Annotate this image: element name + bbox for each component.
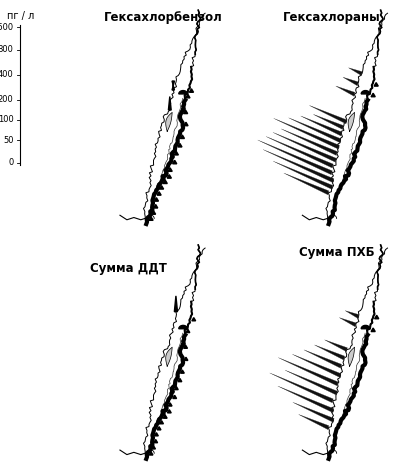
Polygon shape	[273, 161, 333, 189]
Polygon shape	[348, 347, 354, 366]
Polygon shape	[154, 439, 158, 443]
Polygon shape	[160, 421, 163, 424]
Polygon shape	[186, 94, 190, 98]
Polygon shape	[315, 345, 345, 360]
Polygon shape	[293, 402, 334, 422]
Polygon shape	[184, 357, 188, 360]
Polygon shape	[163, 415, 167, 418]
Polygon shape	[168, 403, 172, 406]
Polygon shape	[179, 325, 187, 329]
Polygon shape	[336, 86, 355, 96]
Polygon shape	[174, 296, 178, 312]
Polygon shape	[263, 149, 334, 183]
Polygon shape	[278, 358, 338, 386]
Polygon shape	[168, 96, 171, 110]
Polygon shape	[192, 318, 196, 321]
Polygon shape	[374, 83, 378, 86]
Polygon shape	[361, 91, 370, 94]
Polygon shape	[325, 340, 347, 352]
Text: 100: 100	[0, 115, 13, 125]
Polygon shape	[154, 198, 158, 201]
Polygon shape	[168, 410, 171, 413]
Polygon shape	[270, 373, 333, 403]
Text: 400: 400	[0, 70, 13, 79]
Polygon shape	[281, 129, 337, 156]
Polygon shape	[184, 345, 187, 348]
Text: 50: 50	[3, 136, 13, 145]
Polygon shape	[278, 386, 334, 413]
Polygon shape	[155, 433, 158, 436]
Polygon shape	[375, 315, 379, 319]
Polygon shape	[339, 318, 356, 327]
Text: 1600: 1600	[0, 23, 13, 32]
Polygon shape	[172, 81, 174, 90]
Polygon shape	[168, 168, 172, 172]
Polygon shape	[184, 110, 188, 114]
Polygon shape	[313, 114, 344, 129]
Text: 0: 0	[8, 158, 13, 167]
Polygon shape	[180, 135, 184, 139]
Polygon shape	[160, 186, 164, 189]
Polygon shape	[258, 140, 332, 175]
Polygon shape	[371, 328, 375, 331]
Polygon shape	[292, 354, 341, 377]
Polygon shape	[274, 118, 339, 149]
Polygon shape	[154, 204, 158, 208]
Polygon shape	[299, 415, 329, 430]
Polygon shape	[289, 118, 341, 143]
Polygon shape	[178, 143, 182, 147]
Polygon shape	[166, 112, 172, 132]
Polygon shape	[163, 180, 167, 183]
Polygon shape	[149, 217, 153, 220]
Text: Сумма ДДТ: Сумма ДДТ	[90, 262, 167, 275]
Polygon shape	[284, 173, 329, 195]
Polygon shape	[326, 10, 388, 224]
Polygon shape	[174, 386, 178, 390]
Text: 800: 800	[0, 46, 13, 55]
Text: Гексахлораны: Гексахлораны	[282, 11, 380, 24]
Polygon shape	[304, 350, 341, 368]
Polygon shape	[143, 10, 205, 224]
Text: пг / л: пг / л	[7, 11, 34, 22]
Polygon shape	[273, 133, 336, 162]
Polygon shape	[173, 160, 177, 164]
Polygon shape	[157, 192, 161, 195]
Polygon shape	[348, 112, 354, 132]
Polygon shape	[186, 329, 190, 333]
Polygon shape	[152, 446, 155, 449]
Polygon shape	[178, 378, 182, 382]
Polygon shape	[167, 175, 171, 178]
Polygon shape	[143, 245, 205, 459]
Polygon shape	[361, 325, 370, 329]
Polygon shape	[301, 116, 342, 136]
Polygon shape	[349, 68, 362, 76]
Polygon shape	[266, 137, 333, 168]
Polygon shape	[326, 245, 388, 459]
Polygon shape	[345, 311, 359, 319]
Polygon shape	[174, 151, 178, 155]
Polygon shape	[184, 122, 188, 126]
Text: Гексахлорбензол: Гексахлорбензол	[103, 11, 222, 24]
Polygon shape	[151, 211, 155, 214]
Polygon shape	[166, 347, 172, 366]
Polygon shape	[343, 77, 358, 86]
Polygon shape	[310, 105, 347, 124]
Polygon shape	[371, 93, 375, 97]
Polygon shape	[285, 370, 337, 395]
Text: Сумма ПХБ: Сумма ПХБ	[299, 246, 375, 259]
Text: 200: 200	[0, 95, 13, 104]
Polygon shape	[157, 427, 161, 430]
Polygon shape	[181, 370, 184, 373]
Polygon shape	[149, 452, 153, 455]
Polygon shape	[179, 91, 187, 94]
Polygon shape	[189, 89, 194, 92]
Polygon shape	[173, 395, 176, 399]
